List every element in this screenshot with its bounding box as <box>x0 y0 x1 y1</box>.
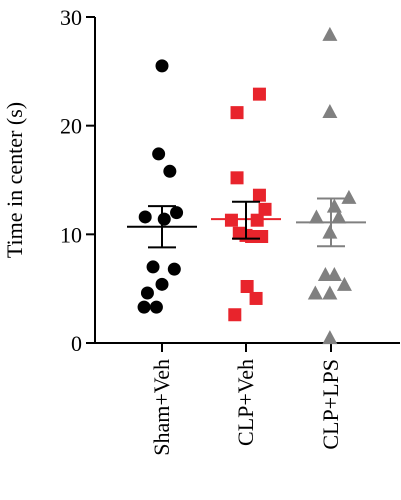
plot-marks <box>127 26 366 345</box>
data-point <box>252 188 266 202</box>
data-point <box>322 104 338 119</box>
data-point <box>258 202 272 216</box>
series-clp-lps <box>296 26 366 345</box>
data-point <box>245 230 259 244</box>
data-point <box>322 26 338 41</box>
series-sham-veh <box>127 59 197 314</box>
data-point <box>155 277 169 291</box>
data-point <box>137 300 151 314</box>
data-point <box>240 279 254 293</box>
data-point <box>146 260 160 274</box>
data-point <box>149 300 163 314</box>
data-point <box>252 87 266 101</box>
data-point <box>308 209 324 224</box>
data-point <box>224 213 238 227</box>
y-axis-ticks: 0 10 20 30 <box>60 5 95 356</box>
data-point <box>155 59 169 73</box>
data-point <box>138 210 152 224</box>
data-point <box>228 308 242 322</box>
data-point <box>322 285 338 300</box>
axes-group: 0 10 20 30 Sham+Veh CLP+Veh CLP+LPS <box>60 5 400 456</box>
y-tick-label: 10 <box>60 222 82 247</box>
y-tick-label: 30 <box>60 5 82 30</box>
data-point <box>250 213 264 227</box>
data-point <box>157 212 171 226</box>
data-point <box>152 147 166 161</box>
data-point <box>307 285 323 300</box>
series-clp-veh <box>211 87 281 322</box>
data-point <box>255 230 269 244</box>
data-point <box>331 209 347 224</box>
data-point <box>336 276 352 291</box>
data-point <box>249 291 263 305</box>
data-point <box>163 164 177 178</box>
x-category-label: CLP+Veh <box>233 359 258 446</box>
x-axis-ticks: Sham+Veh CLP+Veh CLP+LPS <box>149 343 343 456</box>
data-point <box>322 224 338 239</box>
data-point <box>326 198 342 213</box>
data-point <box>140 286 154 300</box>
data-point <box>170 206 184 220</box>
data-point <box>326 267 342 282</box>
x-category-label: Sham+Veh <box>149 359 174 456</box>
y-axis-label: Time in center (s) <box>2 102 27 258</box>
data-point <box>230 171 244 185</box>
y-tick-label: 0 <box>71 331 82 356</box>
data-point <box>322 330 338 345</box>
data-point <box>341 189 357 204</box>
y-tick-label: 20 <box>60 114 82 139</box>
data-point <box>167 262 181 276</box>
data-point <box>230 106 244 120</box>
x-category-label: CLP+LPS <box>318 359 343 450</box>
